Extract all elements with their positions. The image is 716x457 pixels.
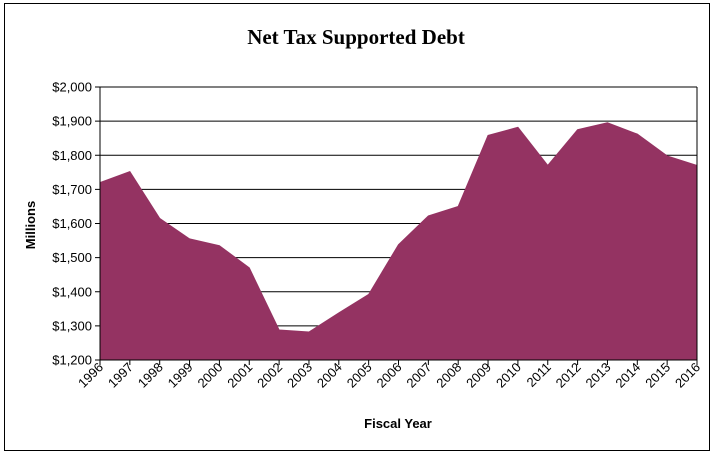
- y-tick-label: $1,600: [52, 216, 92, 231]
- x-tick-label: 2014: [612, 360, 643, 391]
- x-tick-label: 2009: [463, 360, 494, 391]
- x-tick-label: 2011: [523, 360, 553, 390]
- x-tick-label: 2001: [224, 360, 255, 391]
- x-axis-label: Fiscal Year: [364, 416, 432, 431]
- y-tick-label: $1,200: [52, 353, 92, 368]
- x-tick-label: 2002: [254, 360, 285, 391]
- x-tick-label: 2007: [403, 360, 434, 391]
- x-axis-ticks: 1996199719981999200020012002200320042005…: [75, 360, 703, 391]
- x-tick-label: 2012: [553, 360, 584, 391]
- y-tick-label: $1,900: [52, 114, 92, 129]
- x-tick-label: 2005: [344, 360, 375, 391]
- y-tick-label: $1,700: [52, 182, 92, 197]
- y-tick-label: $1,800: [52, 148, 92, 163]
- y-tick-label: $1,500: [52, 250, 92, 265]
- x-tick-label: 2008: [433, 360, 464, 391]
- x-tick-label: 2013: [583, 360, 614, 391]
- plot-area: $1,200 $1,300 $1,400 $1,500 $1,600 $1,700 $1,8…: [52, 80, 703, 391]
- x-tick-label: 2004: [314, 360, 345, 391]
- area-fill: [100, 122, 697, 360]
- y-axis-ticks: $1,200 $1,300 $1,400 $1,500 $1,600 $1,700 $1,8…: [52, 80, 100, 368]
- x-tick-label: 2003: [284, 360, 315, 391]
- series-area: [99, 122, 698, 360]
- y-axis-label: Millions: [23, 201, 38, 249]
- x-tick-label: 2016: [672, 360, 703, 391]
- chart-title: Net Tax Supported Debt: [247, 25, 465, 49]
- x-tick-label: 2000: [194, 360, 225, 391]
- x-tick-label: 2006: [374, 360, 405, 391]
- y-tick-label: $1,400: [52, 284, 92, 299]
- x-tick-label: 2015: [642, 360, 673, 391]
- x-tick-label: 2010: [493, 360, 524, 391]
- y-tick-label: $1,300: [52, 318, 92, 333]
- x-tick-label: 1999: [165, 360, 196, 391]
- y-tick-label: $2,000: [52, 80, 92, 95]
- x-tick-label: 1997: [105, 360, 136, 391]
- x-tick-label: 1998: [135, 360, 166, 391]
